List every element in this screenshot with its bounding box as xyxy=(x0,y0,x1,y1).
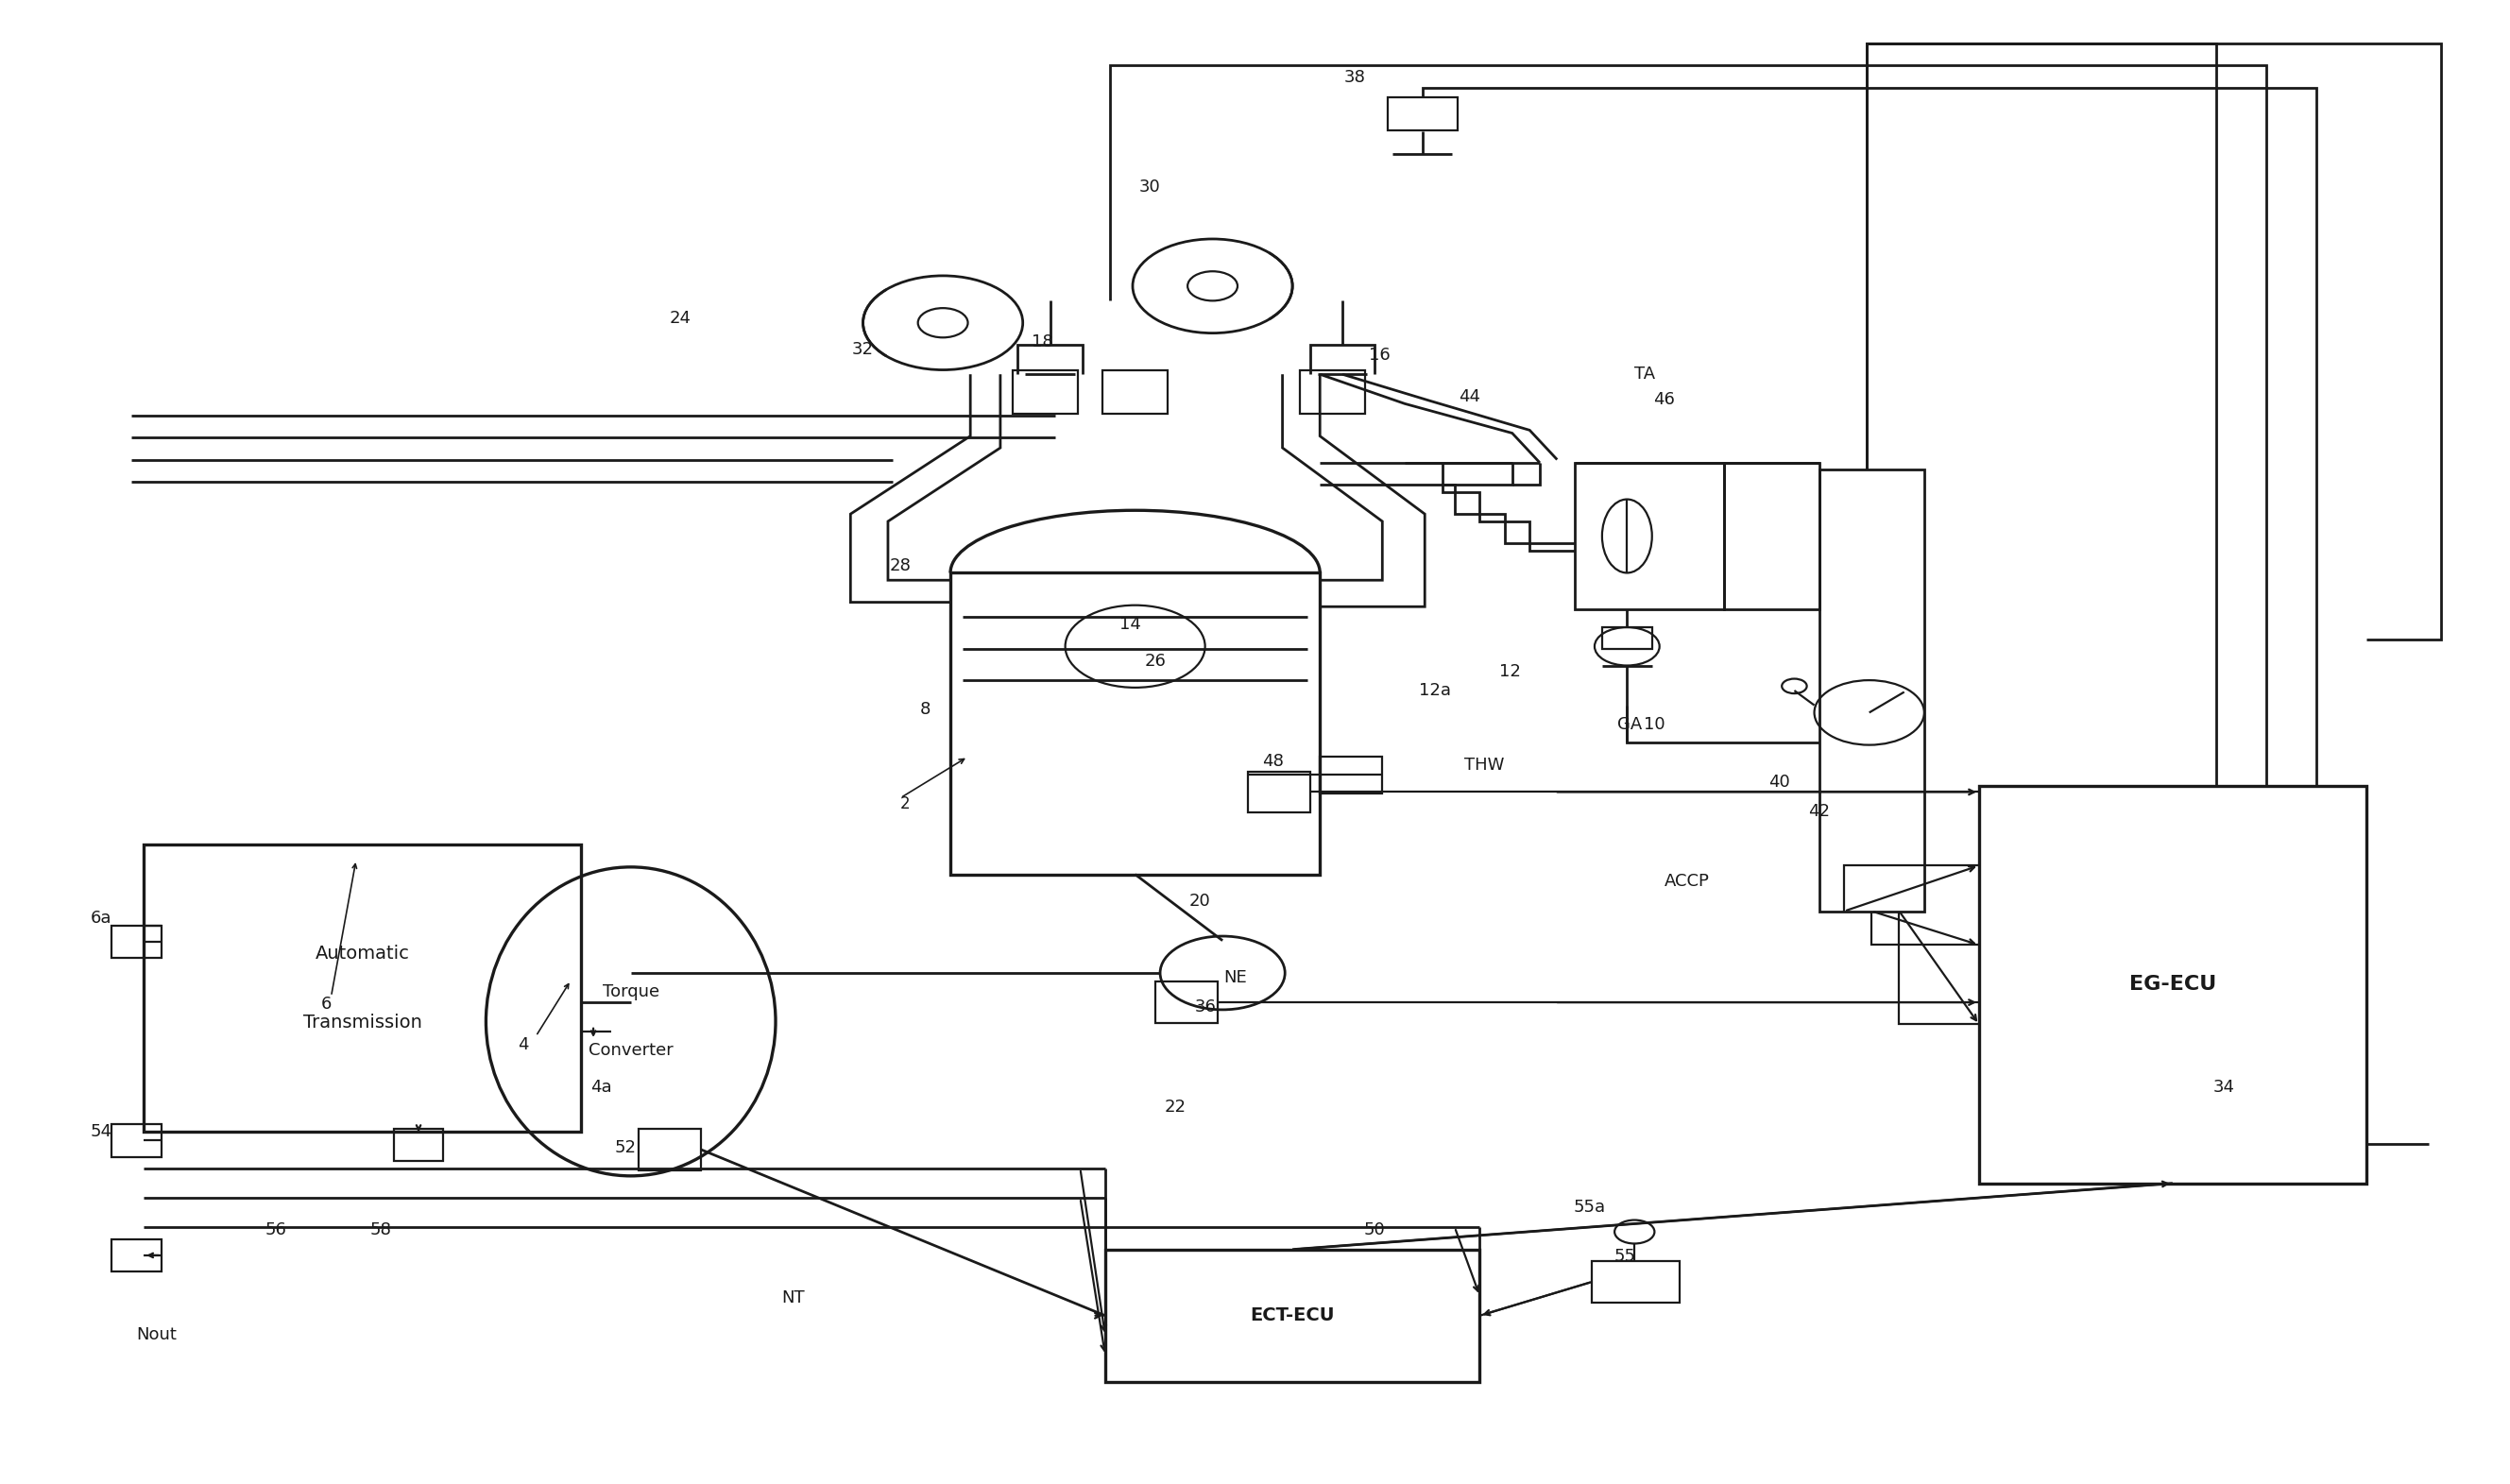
Bar xyxy=(1574,463,1724,610)
Text: 55a: 55a xyxy=(1574,1198,1606,1215)
Text: 32: 32 xyxy=(851,341,873,358)
Text: ACCP: ACCP xyxy=(1664,873,1709,890)
Bar xyxy=(1724,463,1820,610)
Text: 22: 22 xyxy=(1165,1098,1185,1116)
Text: 42: 42 xyxy=(1807,803,1830,819)
Text: 55: 55 xyxy=(1614,1248,1637,1266)
Bar xyxy=(638,1129,700,1169)
Text: 30: 30 xyxy=(1140,180,1162,196)
Text: 44: 44 xyxy=(1458,387,1481,405)
Text: 18: 18 xyxy=(1032,334,1054,350)
Text: 6: 6 xyxy=(321,996,331,1012)
Bar xyxy=(1388,98,1458,131)
Bar xyxy=(1104,1250,1481,1382)
Text: 48: 48 xyxy=(1263,752,1283,770)
Bar xyxy=(143,844,580,1132)
Text: Converter: Converter xyxy=(587,1042,673,1060)
Bar xyxy=(1820,470,1925,911)
Bar xyxy=(1601,628,1652,650)
Bar xyxy=(1591,1261,1679,1303)
Text: 58: 58 xyxy=(371,1221,392,1239)
Text: 40: 40 xyxy=(1770,773,1790,789)
Text: 12: 12 xyxy=(1498,663,1521,680)
Text: ECT-ECU: ECT-ECU xyxy=(1250,1307,1335,1325)
Text: 10: 10 xyxy=(1644,715,1664,733)
Bar xyxy=(951,573,1320,874)
Text: 2: 2 xyxy=(901,795,911,812)
Text: Nout: Nout xyxy=(136,1327,176,1343)
Text: 6a: 6a xyxy=(90,910,113,928)
Bar xyxy=(1014,370,1077,414)
Text: 34: 34 xyxy=(2214,1079,2234,1097)
Bar xyxy=(110,1239,161,1272)
Bar xyxy=(1300,370,1365,414)
Text: EG-ECU: EG-ECU xyxy=(2128,975,2216,994)
Text: NT: NT xyxy=(781,1290,806,1306)
Text: 54: 54 xyxy=(90,1123,113,1140)
Text: 24: 24 xyxy=(670,310,693,326)
Bar xyxy=(1978,787,2367,1183)
Text: 36: 36 xyxy=(1195,999,1215,1015)
Text: 28: 28 xyxy=(889,556,911,574)
Text: 20: 20 xyxy=(1190,892,1210,910)
Text: Torque: Torque xyxy=(602,984,660,1000)
Text: NE: NE xyxy=(1222,969,1247,985)
Text: THW: THW xyxy=(1466,757,1503,775)
Text: Automatic: Automatic xyxy=(316,945,409,963)
Bar xyxy=(1320,757,1383,794)
Bar xyxy=(394,1129,444,1160)
Bar xyxy=(1102,370,1167,414)
Text: 38: 38 xyxy=(1343,68,1365,86)
Text: Transmission: Transmission xyxy=(304,1014,422,1031)
Text: 50: 50 xyxy=(1363,1221,1386,1239)
Text: 56: 56 xyxy=(266,1221,286,1239)
Text: 46: 46 xyxy=(1654,390,1674,408)
Text: 26: 26 xyxy=(1145,653,1167,669)
Text: 4: 4 xyxy=(517,1036,530,1054)
Text: TA: TA xyxy=(1634,365,1654,383)
Bar xyxy=(1247,772,1310,813)
Bar xyxy=(1155,982,1217,1022)
Bar xyxy=(110,926,161,959)
Text: 4a: 4a xyxy=(590,1079,612,1097)
Text: 52: 52 xyxy=(615,1140,638,1156)
Text: 8: 8 xyxy=(921,700,931,718)
Text: 12a: 12a xyxy=(1418,683,1451,699)
Text: 14: 14 xyxy=(1119,616,1142,632)
Text: GA: GA xyxy=(1616,715,1642,733)
Text: 16: 16 xyxy=(1368,347,1391,364)
Bar xyxy=(110,1125,161,1158)
